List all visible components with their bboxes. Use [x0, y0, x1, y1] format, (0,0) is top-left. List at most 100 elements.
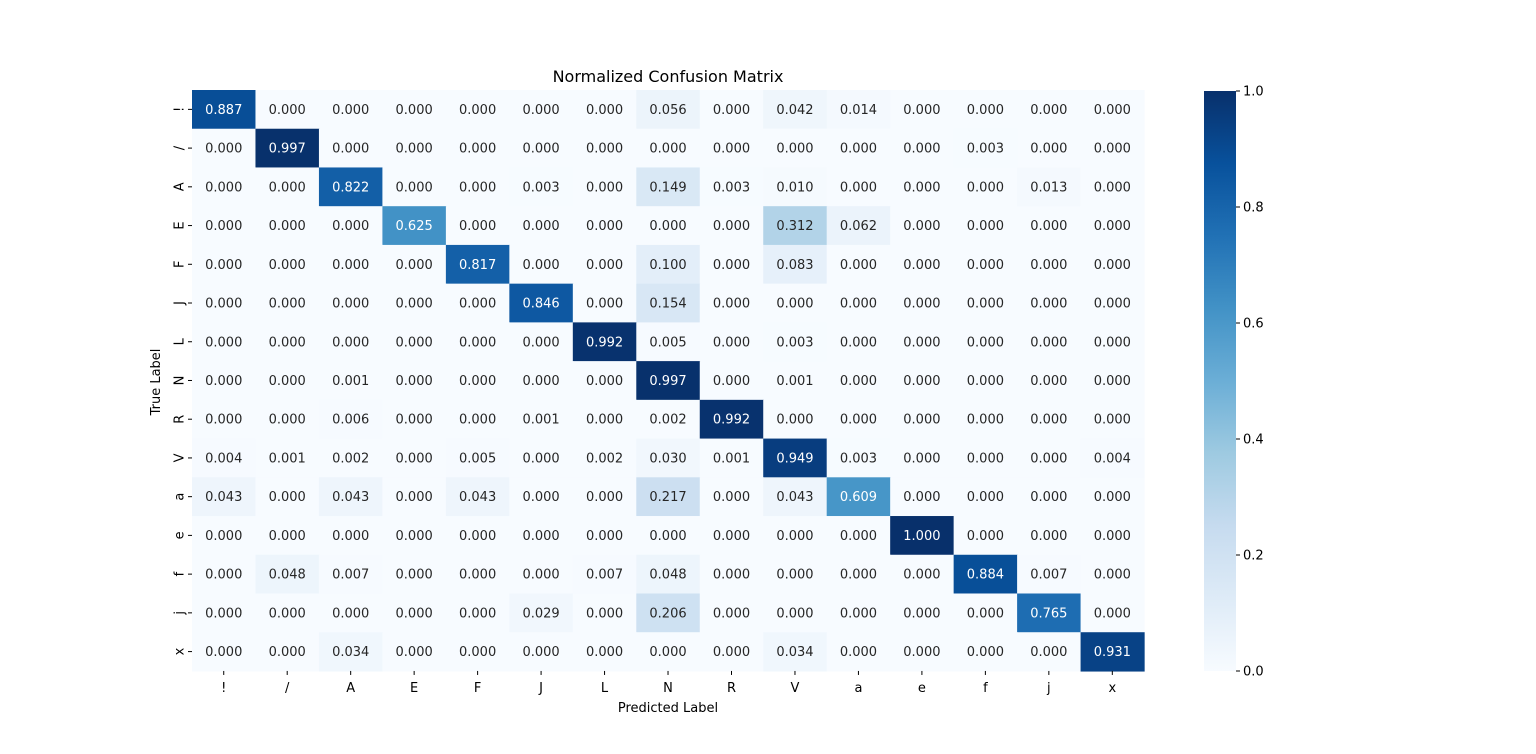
heatmap-cell — [763, 399, 828, 440]
heatmap-cell — [953, 593, 1018, 633]
heatmap-cell — [1017, 244, 1082, 285]
cell-value-label: 0.000 — [967, 529, 1004, 544]
heatmap-cell — [445, 477, 510, 517]
cell-value-label: 0.000 — [1094, 568, 1131, 583]
x-tick-label: A — [346, 681, 355, 696]
y-tick-label: F — [173, 261, 188, 268]
heatmap-cell — [192, 399, 257, 440]
cell-value-label: 0.000 — [1094, 258, 1131, 273]
heatmap-cell — [699, 322, 764, 362]
cell-value-label: 0.000 — [903, 645, 940, 660]
cell-value-label: 0.000 — [332, 219, 369, 234]
cell-value-label: 0.846 — [522, 297, 559, 312]
cell-value-label: 0.010 — [776, 180, 813, 195]
cell-value-label: 0.992 — [713, 413, 750, 428]
heatmap-cell — [192, 128, 257, 169]
cell-value-label: 0.000 — [396, 568, 433, 583]
cell-value-label: 0.000 — [459, 529, 496, 544]
heatmap-cell — [763, 283, 828, 323]
heatmap-cell — [1080, 438, 1145, 478]
x-axis-label: Predicted Label — [618, 701, 718, 716]
cell-value-label: 0.000 — [459, 645, 496, 660]
heatmap-cell — [318, 593, 384, 633]
cell-value-label: 0.000 — [459, 568, 496, 583]
cell-value-label: 0.000 — [903, 568, 940, 583]
cell-value-label: 0.000 — [396, 529, 433, 544]
cell-value-label: 0.000 — [1094, 529, 1131, 544]
cell-value-label: 0.034 — [332, 645, 369, 660]
heatmap-cell — [1017, 283, 1082, 323]
cell-value-label: 0.000 — [269, 103, 306, 118]
cell-value-label: 0.043 — [205, 490, 242, 505]
heatmap-cell — [1080, 361, 1145, 401]
heatmap-cell — [953, 167, 1018, 207]
y-tick-label: L — [173, 337, 188, 345]
heatmap-cell — [953, 399, 1018, 440]
heatmap-cell — [255, 399, 320, 440]
cell-value-label: 0.000 — [205, 606, 242, 621]
heatmap-cell — [572, 632, 637, 672]
heatmap-cell — [255, 206, 320, 246]
heatmap-cell — [636, 128, 701, 169]
heatmap-cell — [890, 477, 955, 517]
cell-value-label: 0.000 — [713, 606, 750, 621]
heatmap-cell — [636, 206, 701, 246]
heatmap-cell — [382, 244, 447, 285]
heatmap-cell — [572, 128, 637, 169]
cell-value-label: 0.000 — [586, 606, 623, 621]
heatmap-cell — [826, 554, 891, 595]
cell-value-label: 0.000 — [1030, 258, 1067, 273]
heatmap-cell — [382, 90, 447, 130]
cell-value-label: 0.005 — [649, 335, 686, 350]
heatmap-cell — [382, 438, 447, 478]
heatmap-cell — [1080, 283, 1145, 323]
cell-value-label: 0.000 — [269, 180, 306, 195]
heatmap-cell — [318, 438, 384, 478]
cell-value-label: 0.000 — [205, 645, 242, 660]
heatmap-cell — [509, 593, 574, 633]
cell-value-label: 0.000 — [522, 219, 559, 234]
heatmap-cell — [509, 632, 574, 672]
heatmap-cell — [318, 283, 384, 323]
heatmap-cell — [826, 283, 891, 323]
heatmap-cell — [826, 128, 891, 169]
cell-value-label: 0.000 — [903, 374, 940, 389]
heatmap-cell — [826, 361, 891, 401]
cell-value-label: 0.000 — [396, 103, 433, 118]
heatmap-cell — [445, 283, 510, 323]
cell-value-label: 0.001 — [522, 413, 559, 428]
cell-value-label: 0.000 — [1094, 374, 1131, 389]
heatmap-cell — [509, 399, 574, 440]
heatmap-cell — [1080, 322, 1145, 362]
heatmap-cell — [382, 516, 447, 556]
cell-value-label: 0.000 — [205, 568, 242, 583]
heatmap-cell — [636, 477, 701, 517]
heatmap-cell — [1080, 477, 1145, 517]
heatmap-cell — [826, 593, 891, 633]
cell-value-label: 0.003 — [967, 142, 1004, 157]
cell-value-label: 0.000 — [967, 297, 1004, 312]
heatmap-cell — [572, 244, 637, 285]
heatmap-cell — [572, 361, 637, 401]
colorbar-ticks: 0.0 0.2 0.4 0.6 0.8 1.0 — [1236, 85, 1264, 680]
heatmap-cell — [699, 283, 764, 323]
heatmap-cell — [953, 554, 1018, 595]
cell-value-label: 0.000 — [967, 645, 1004, 660]
y-tick-label: x — [173, 647, 188, 655]
cell-value-label: 0.000 — [586, 258, 623, 273]
heatmap-cell — [699, 361, 764, 401]
heatmap-cell — [699, 90, 764, 130]
cell-value-label: 0.000 — [967, 451, 1004, 466]
heatmap-cell — [382, 128, 447, 169]
y-tick-label: / — [173, 145, 188, 150]
heatmap-cell — [192, 167, 257, 207]
heatmap-cell — [826, 167, 891, 207]
cell-value-label: 0.000 — [332, 142, 369, 157]
heatmap-cell — [255, 283, 320, 323]
cell-value-label: 0.000 — [396, 451, 433, 466]
cell-value-label: 0.000 — [459, 413, 496, 428]
cell-value-label: 0.000 — [459, 103, 496, 118]
cell-value-label: 0.001 — [713, 451, 750, 466]
cell-value-label: 0.000 — [967, 180, 1004, 195]
heatmap-cell — [1017, 438, 1082, 478]
